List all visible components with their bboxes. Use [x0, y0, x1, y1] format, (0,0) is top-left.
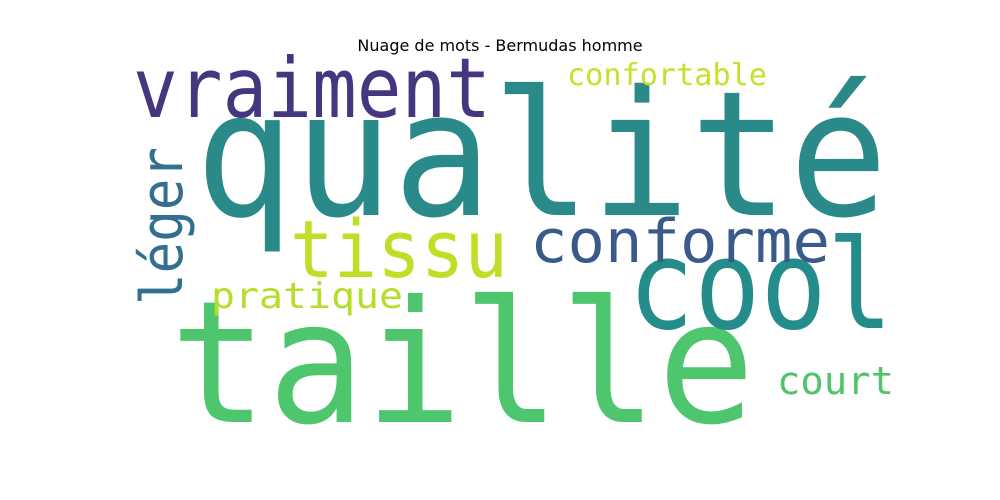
word-court: court — [777, 359, 894, 403]
word-confortable: confortable — [567, 58, 767, 93]
word-leger: léger — [128, 147, 196, 305]
word-qualite: qualité — [195, 54, 888, 257]
word-pratique: pratique — [211, 276, 403, 317]
word-conforme: conforme — [530, 207, 830, 277]
figure-title: Nuage de mots - Bermudas homme — [357, 36, 643, 55]
word-tissu: tissu — [290, 204, 508, 296]
word-cool: cool — [628, 214, 893, 358]
word-vraiment: vraiment — [133, 40, 491, 137]
word-taille: taille — [170, 265, 755, 463]
